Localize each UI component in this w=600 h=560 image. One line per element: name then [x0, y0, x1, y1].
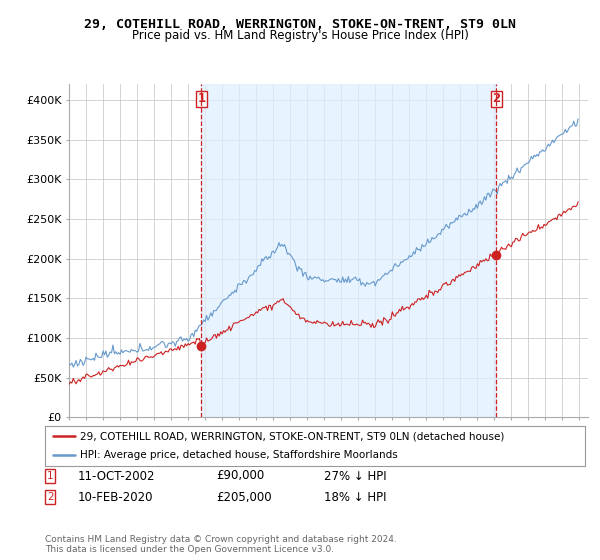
Text: Price paid vs. HM Land Registry's House Price Index (HPI): Price paid vs. HM Land Registry's House …	[131, 29, 469, 42]
Text: 11-OCT-2002: 11-OCT-2002	[78, 469, 155, 483]
Text: 18% ↓ HPI: 18% ↓ HPI	[324, 491, 386, 504]
Text: Contains HM Land Registry data © Crown copyright and database right 2024.
This d: Contains HM Land Registry data © Crown c…	[45, 535, 397, 554]
Text: £90,000: £90,000	[216, 469, 264, 483]
Text: 1: 1	[47, 471, 53, 481]
Bar	[202, 84, 496, 417]
Text: 2: 2	[47, 492, 53, 502]
Text: 29, COTEHILL ROAD, WERRINGTON, STOKE-ON-TRENT, ST9 0LN (detached house): 29, COTEHILL ROAD, WERRINGTON, STOKE-ON-…	[80, 432, 505, 441]
Text: 27% ↓ HPI: 27% ↓ HPI	[324, 469, 386, 483]
Text: 29, COTEHILL ROAD, WERRINGTON, STOKE-ON-TRENT, ST9 0LN: 29, COTEHILL ROAD, WERRINGTON, STOKE-ON-…	[84, 18, 516, 31]
Text: 10-FEB-2020: 10-FEB-2020	[78, 491, 154, 504]
Text: £205,000: £205,000	[216, 491, 272, 504]
Text: 2: 2	[492, 92, 500, 105]
Text: 1: 1	[197, 92, 205, 105]
Text: HPI: Average price, detached house, Staffordshire Moorlands: HPI: Average price, detached house, Staf…	[80, 450, 398, 460]
